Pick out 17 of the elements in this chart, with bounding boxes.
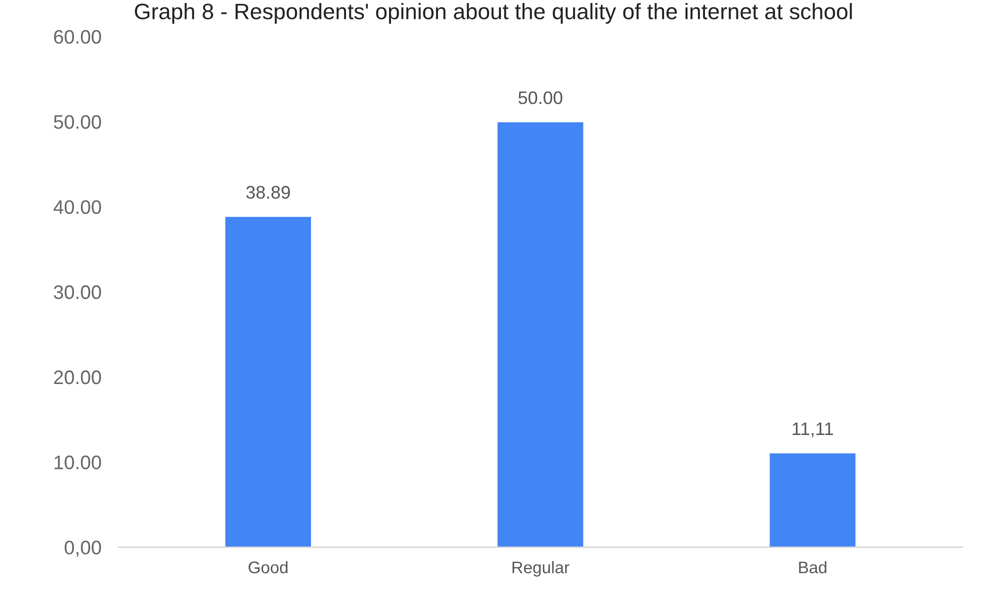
y-tick-label: 20.00 <box>54 370 102 384</box>
data-label: 38.89 <box>246 186 290 199</box>
y-tick-label: 50.00 <box>54 115 102 129</box>
x-tick-label: Bad <box>799 561 826 574</box>
y-tick-label: 60.00 <box>54 30 102 44</box>
x-tick-label: Regular <box>512 561 570 577</box>
data-label: 50.00 <box>518 91 562 104</box>
y-tick-label: 30.00 <box>54 285 102 300</box>
bar <box>224 215 312 548</box>
y-tick-label: 0,00 <box>64 540 102 557</box>
y-tick-label: 10.00 <box>54 456 102 470</box>
chart-title: Graph 8 - Respondents' opinion about the quality of the internet at school <box>134 3 852 24</box>
y-tick-label: 40.00 <box>54 200 102 214</box>
bar <box>768 452 857 548</box>
x-tick-label: Good <box>248 561 288 574</box>
data-label: 11,11 <box>792 422 833 438</box>
bar <box>496 120 585 548</box>
